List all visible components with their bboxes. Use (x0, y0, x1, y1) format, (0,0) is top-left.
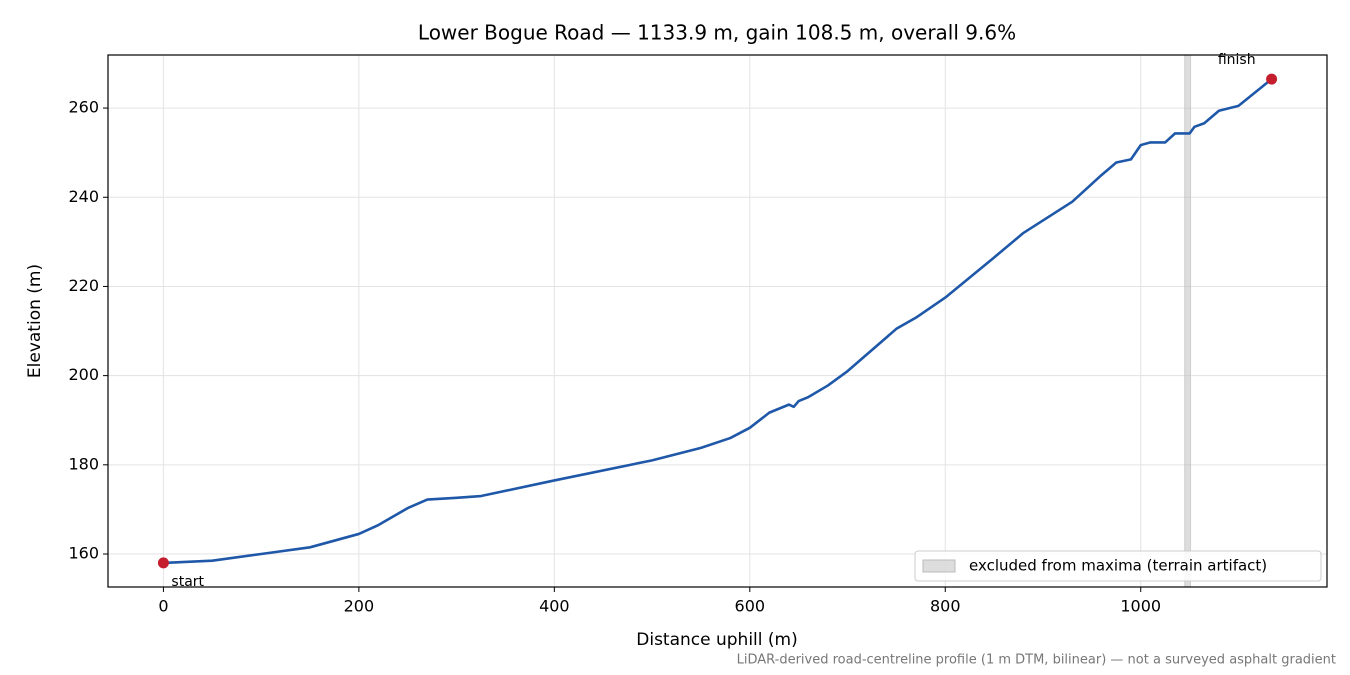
plot-frame (107, 54, 1328, 588)
elevation-line (163, 78, 1273, 565)
y-tick-label: 240 (68, 187, 99, 206)
y-tick-label: 160 (68, 544, 99, 563)
x-tick-label: 1000 (1120, 597, 1161, 616)
y-tick-label: 220 (68, 276, 99, 295)
y-tick-label: 260 (68, 98, 99, 117)
annotation: start (171, 574, 204, 590)
y-tick-label: 200 (68, 365, 99, 384)
x-tick-label: 600 (735, 597, 766, 616)
x-tick-label: 0 (158, 597, 168, 616)
legend-swatch (922, 559, 956, 573)
excluded-band (1184, 54, 1192, 588)
x-axis-label: Distance uphill (m) (636, 630, 797, 650)
footnote: LiDAR-derived road-centreline profile (1… (737, 653, 1336, 668)
chart-title: Lower Bogue Road — 1133.9 m, gain 108.5 … (418, 21, 1016, 45)
endpoint-marker (157, 557, 169, 569)
endpoint-marker (1266, 73, 1278, 85)
y-axis-label: Elevation (m) (25, 264, 45, 378)
legend-box (914, 550, 1322, 582)
x-tick-label: 400 (539, 597, 570, 616)
x-tick-label: 800 (930, 597, 961, 616)
annotation: finish (1218, 52, 1256, 68)
y-tick-label: 180 (68, 454, 99, 473)
x-tick-label: 200 (344, 597, 375, 616)
legend-label: excluded from maxima (terrain artifact) (969, 557, 1267, 575)
